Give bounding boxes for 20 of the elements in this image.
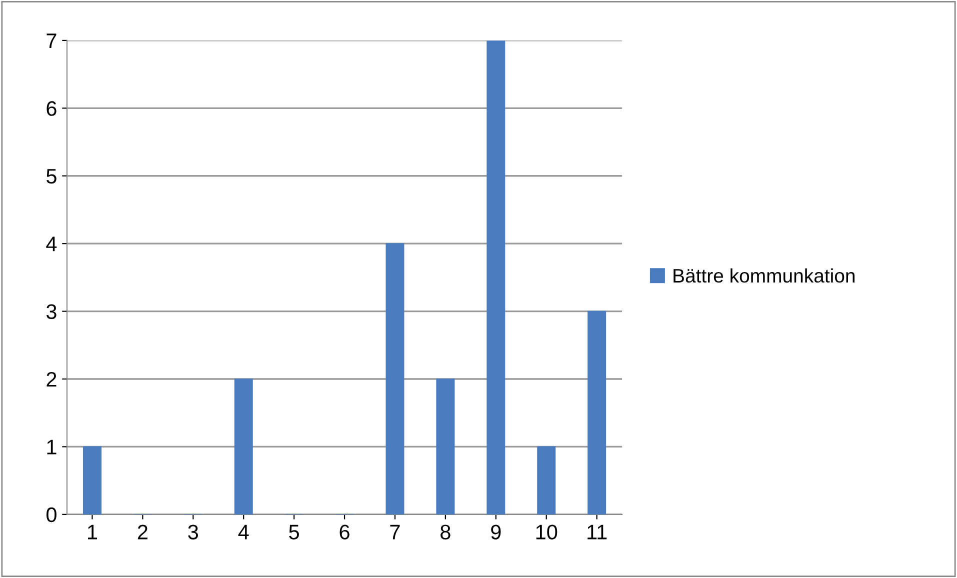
y-tick-label: 3 [46,304,56,320]
x-tick-label: 6 [340,524,350,540]
y-tick-label: 0 [46,507,56,522]
x-tick-label: 5 [289,524,299,540]
x-tick-label: 3 [188,524,198,540]
x-tick-label: 2 [138,524,148,540]
x-tick-label: 11 [588,524,607,540]
x-tick-label: 1 [88,524,97,540]
x-tick-label: 10 [536,524,558,540]
x-tick-label: 8 [440,524,450,540]
legend-label: Bättre kommunkation [674,268,855,283]
y-tick-label: 4 [46,236,57,252]
y-tick-label: 6 [46,101,56,116]
y-tick-label: 5 [46,169,56,184]
x-tick-label: 7 [390,524,400,540]
x-tick-label: 9 [491,524,501,540]
y-tick-label: 7 [46,34,56,48]
y-tick-label: 1 [47,440,56,454]
x-tick-label: 4 [238,524,249,540]
y-tick-label: 2 [46,372,56,387]
